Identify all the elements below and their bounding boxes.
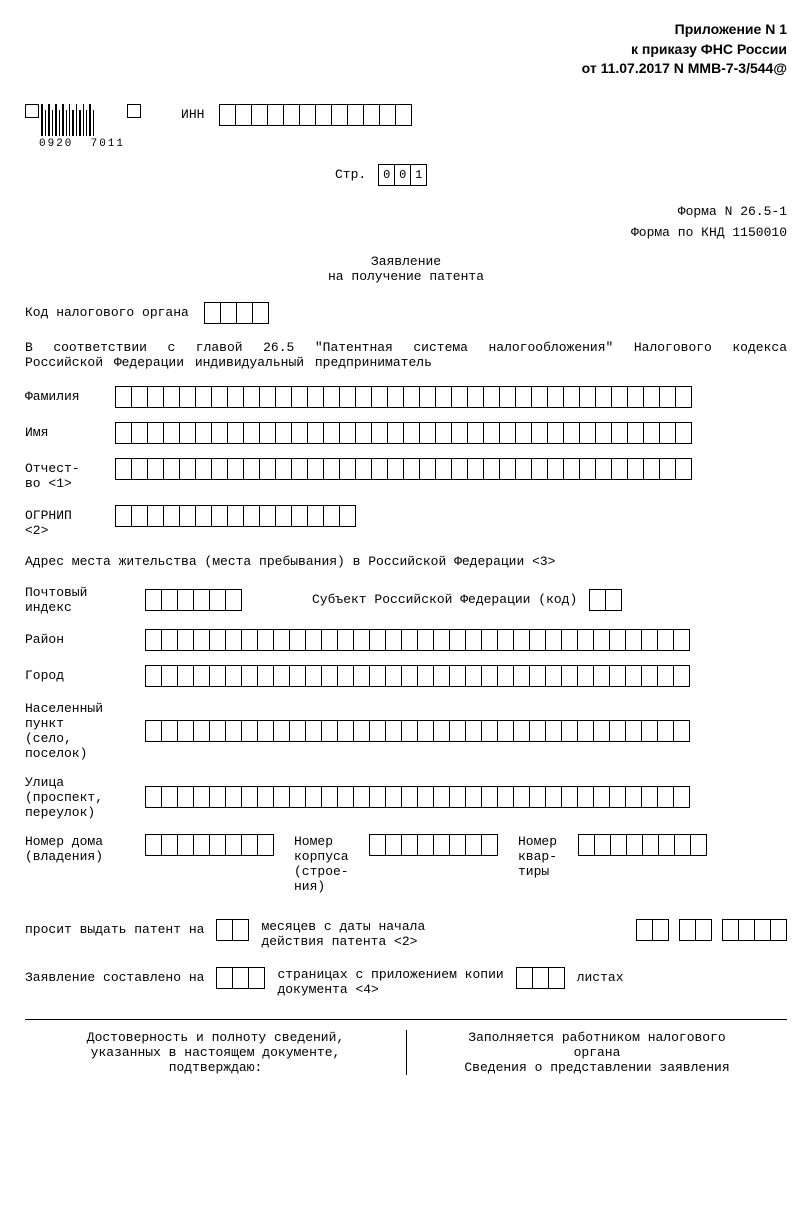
header-attachment: Приложение N 1 к приказу ФНС России от 1… (25, 20, 787, 79)
inn-cells[interactable] (219, 104, 412, 126)
inn-label: ИНН (181, 107, 204, 122)
request-mid: месяцев с даты начала действия патента <… (261, 919, 425, 949)
header-line2: к приказу ФНС России (25, 40, 787, 60)
address-heading: Адрес места жительства (места пребывания… (25, 554, 787, 569)
patronymic-label: Отчест- во <1> (25, 458, 115, 491)
page-cells: 001 (378, 164, 427, 186)
house-label: Номер дома (владения) (25, 834, 145, 864)
request-months-cells[interactable] (216, 919, 249, 941)
ogrnip-cells[interactable] (115, 505, 356, 527)
surname-label: Фамилия (25, 386, 115, 404)
form-knd: Форма по КНД 1150010 (25, 225, 787, 240)
tax-code-label: Код налогового органа (25, 302, 189, 320)
building-label: Номер корпуса (строе- ния) (294, 834, 369, 894)
barcode-block: 0920 7011 (25, 104, 141, 150)
surname-cells[interactable] (115, 386, 692, 408)
name-label: Имя (25, 422, 115, 440)
page-label: Стр. (335, 167, 366, 182)
title-line1: Заявление (25, 254, 787, 269)
name-cells[interactable] (115, 422, 692, 444)
patronymic-cells[interactable] (115, 458, 692, 480)
settlement-label: Населенный пункт (село, поселок) (25, 701, 145, 761)
ogrnip-label: ОГРНИП <2> (25, 505, 115, 538)
header-line1: Приложение N 1 (25, 20, 787, 40)
subject-label: Субъект Российской Федерации (код) (312, 592, 577, 607)
subject-cells[interactable] (589, 589, 622, 611)
district-label: Район (25, 629, 145, 647)
city-cells[interactable] (145, 665, 690, 687)
bottom-right: Заполняется работником налогового органа… (406, 1030, 787, 1075)
settlement-cells[interactable] (145, 720, 690, 742)
flat-cells[interactable] (578, 834, 707, 856)
street-label: Улица (проспект, переулок) (25, 775, 145, 820)
bottom-left: Достоверность и полноту сведений, указан… (25, 1030, 406, 1075)
district-cells[interactable] (145, 629, 690, 651)
request-date-y[interactable] (722, 919, 787, 941)
postal-cells[interactable] (145, 589, 242, 611)
pages-pre: Заявление составлено на (25, 967, 204, 985)
request-date-m[interactable] (679, 919, 712, 941)
barcode-left-num: 0920 (39, 138, 73, 150)
pages-cells[interactable] (216, 967, 265, 989)
flat-label: Номер квар- тиры (518, 834, 578, 879)
preamble: В соответствии с главой 26.5 "Патентная … (25, 340, 787, 370)
house-cells[interactable] (145, 834, 274, 856)
pages-mid: страницах с приложением копии документа … (277, 967, 503, 997)
form-number: Форма N 26.5-1 (25, 204, 787, 219)
sheets-cells[interactable] (516, 967, 565, 989)
pages-post: листах (577, 967, 624, 985)
street-cells[interactable] (145, 786, 690, 808)
barcode-right-num: 7011 (91, 138, 125, 150)
header-line3: от 11.07.2017 N ММВ-7-3/544@ (25, 59, 787, 79)
divider (25, 1019, 787, 1020)
request-pre: просит выдать патент на (25, 919, 204, 937)
tax-code-cells[interactable] (204, 302, 269, 324)
building-cells[interactable] (369, 834, 498, 856)
request-date-d[interactable] (636, 919, 669, 941)
postal-label: Почтовый индекс (25, 585, 145, 615)
title-line2: на получение патента (25, 269, 787, 284)
city-label: Город (25, 665, 145, 683)
